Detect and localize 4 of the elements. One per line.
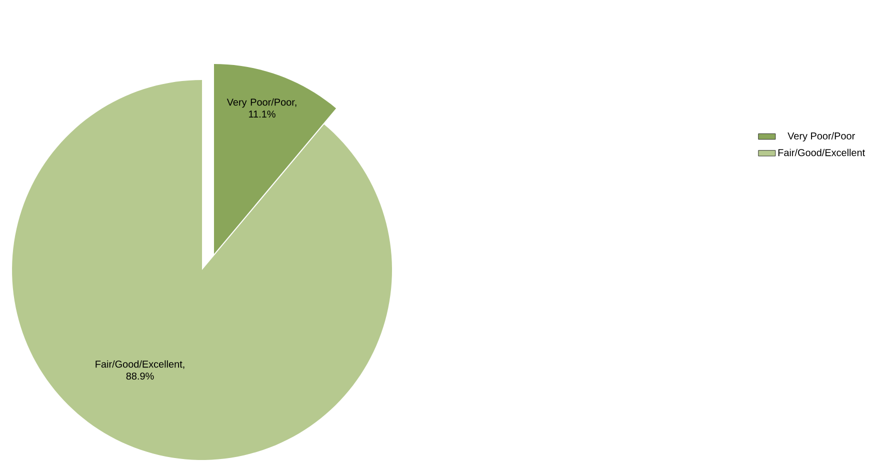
legend-label: Fair/Good/Excellent — [778, 148, 866, 156]
data-label: Fair/Good/Excellent, 88.9% — [96, 360, 184, 380]
legend-label: Very Poor/Poor — [788, 132, 855, 142]
data-label: Very Poor/Poor, 11.1% — [226, 98, 296, 118]
